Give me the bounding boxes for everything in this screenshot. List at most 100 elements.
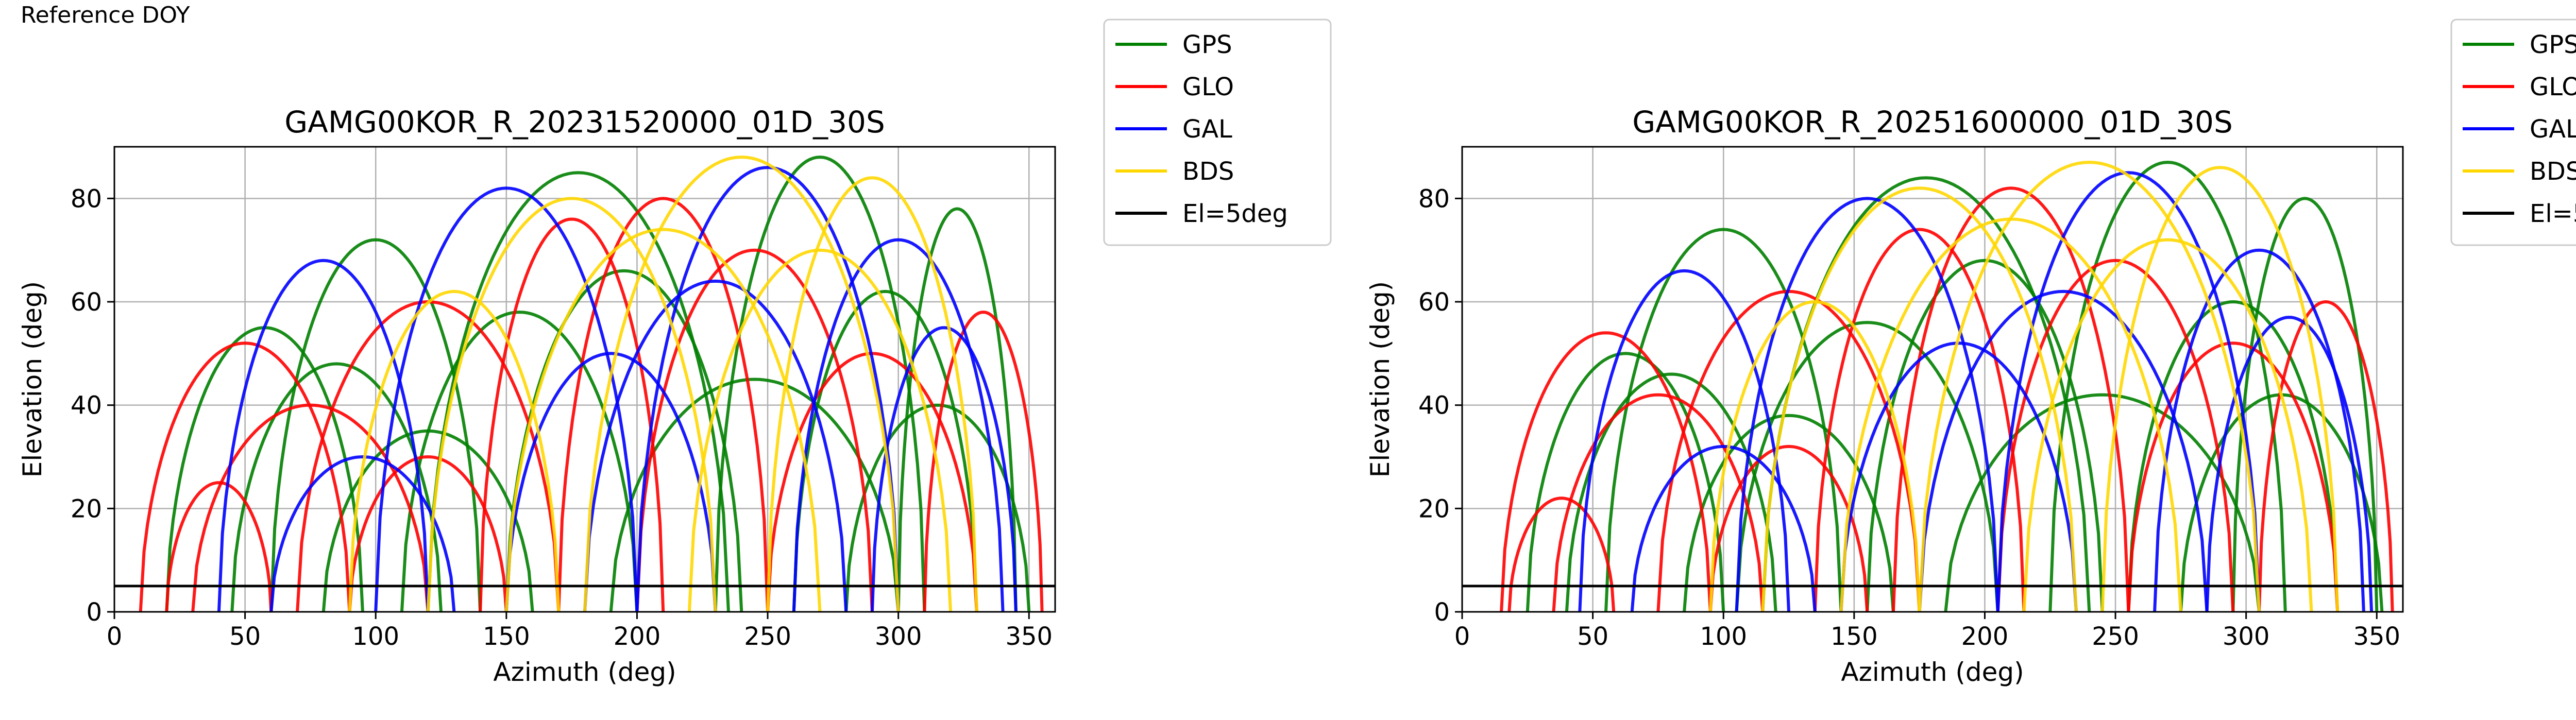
track-glo-7 [2258,300,2394,612]
x-axis-label: Azimuth (deg) [493,657,676,687]
track-glo-9 [479,217,665,612]
track-gal-4 [792,238,1005,612]
y-tick-label: 40 [71,391,102,420]
y-tick-label: 20 [1418,494,1450,523]
legend-label: GLO [1182,73,1234,101]
y-tick-label: 20 [71,494,102,523]
track-glo-8 [1708,444,1869,612]
axes-frame [1461,146,2404,613]
x-tick-label: 50 [1577,622,1608,651]
track-gal-5 [269,455,456,612]
track-gal-3 [1918,289,2209,612]
track-glo-6 [1996,259,2235,612]
legend-label: El=5deg [2530,199,2576,228]
track-gal-3 [583,279,848,612]
x-tick-label: 350 [1005,622,1053,651]
legend-label: GPS [1182,30,1232,59]
chart-title: GAMG00KOR_R_20231520000_01D_30S [284,105,885,140]
x-tick-label: 150 [483,622,530,651]
legend-label: El=5deg [1182,199,1288,228]
track-gal-7 [870,326,1018,612]
track-bds-3 [1708,300,1921,612]
x-tick-label: 0 [107,622,123,651]
track-glo-9 [1813,228,2026,612]
track-gal-8 [635,166,900,612]
legend-frame [1103,19,1332,246]
track-bds-2 [583,156,900,612]
track-glo-4 [2127,341,2340,612]
track-bds-1 [1761,186,2078,612]
y-tick-label: 60 [1418,288,1450,317]
plot-area [1500,161,2394,612]
y-tick-label: 0 [1434,598,1450,627]
y-tick-label: 80 [1418,184,1450,213]
chart-1: 0 50 100 150 200 250 300 350 0 20 40 60 80 GAMG00KOR_… [18,19,1332,687]
x-tick-label: 250 [744,622,791,651]
track-glo-3 [557,197,770,612]
track-glo-8 [348,455,508,612]
x-tick-label: 250 [2092,622,2139,651]
track-gps-5 [1944,393,2261,612]
track-gal-6 [1839,341,2078,612]
legend: GPS GLO GAL BDS El=5deg [2450,19,2576,246]
legend: GPS GLO GAL BDS El=5deg [1103,19,1332,246]
track-gps-12 [844,403,1031,612]
track-gal-6 [504,352,717,612]
y-tick-label: 60 [71,288,102,317]
figure-label: Reference DOY [21,2,190,28]
track-gps-8 [1735,321,1999,612]
track-gps-10 [230,362,443,612]
track-gps-5 [609,378,900,612]
track-gps-11 [1866,259,2104,612]
track-gal-2 [1735,197,1999,612]
track-bds-3 [348,289,561,612]
x-tick-label: 100 [1700,622,1747,651]
track-glo-1 [1500,331,1712,612]
x-tick-label: 0 [1454,622,1470,651]
y-tick-label: 40 [1418,391,1450,420]
track-gal-8 [1996,171,2261,612]
track-bds-1 [426,197,717,612]
track-gps-9 [2048,161,2287,612]
track-bds-6 [2100,166,2340,612]
track-glo-7 [923,311,1044,612]
chart-title: GAMG00KOR_R_20251600000_01D_30S [1632,105,2233,140]
track-bds-5 [504,228,822,612]
track-bds-4 [687,248,953,612]
track-glo-10 [165,481,273,612]
track-glo-2 [1656,289,1921,612]
track-glo-1 [139,341,351,612]
track-bds-2 [1918,161,2261,612]
y-axis-label: Elevation (deg) [1365,281,1395,477]
legend-label: GAL [2530,115,2576,144]
x-tick-label: 300 [875,622,922,651]
x-tick-label: 100 [352,622,399,651]
chart-2: 0 50 100 150 200 250 300 350 0 20 40 60 80 GAMG00KOR_… [1365,19,2576,687]
y-tick-label: 0 [86,598,102,627]
y-axis-label: Elevation (deg) [18,281,47,477]
legend-label: GAL [1182,115,1232,144]
track-glo-10 [1507,496,1616,612]
x-tick-label: 350 [2353,622,2400,651]
track-gps-10 [1565,372,1777,612]
track-gps-7 [2231,197,2379,612]
track-bds-5 [1839,217,2182,612]
track-glo-6 [635,248,874,612]
x-tick-label: 50 [229,622,261,651]
track-gal-2 [374,186,639,612]
track-gal-4 [2153,248,2365,612]
legend-label: GLO [2530,73,2576,101]
track-bds-6 [766,176,978,612]
legend-label: GPS [2530,30,2576,59]
track-bds-4 [2022,238,2313,612]
track-gps-1 [1604,228,1843,612]
track-gps-8 [400,311,639,612]
track-gps-3 [1526,352,1725,612]
x-tick-label: 300 [2223,622,2270,651]
legend-label: BDS [2530,157,2576,186]
legend-label: BDS [1182,157,1234,186]
axes-frame [113,146,1056,613]
track-gps-6 [1683,414,1895,612]
x-tick-label: 150 [1831,622,1878,651]
